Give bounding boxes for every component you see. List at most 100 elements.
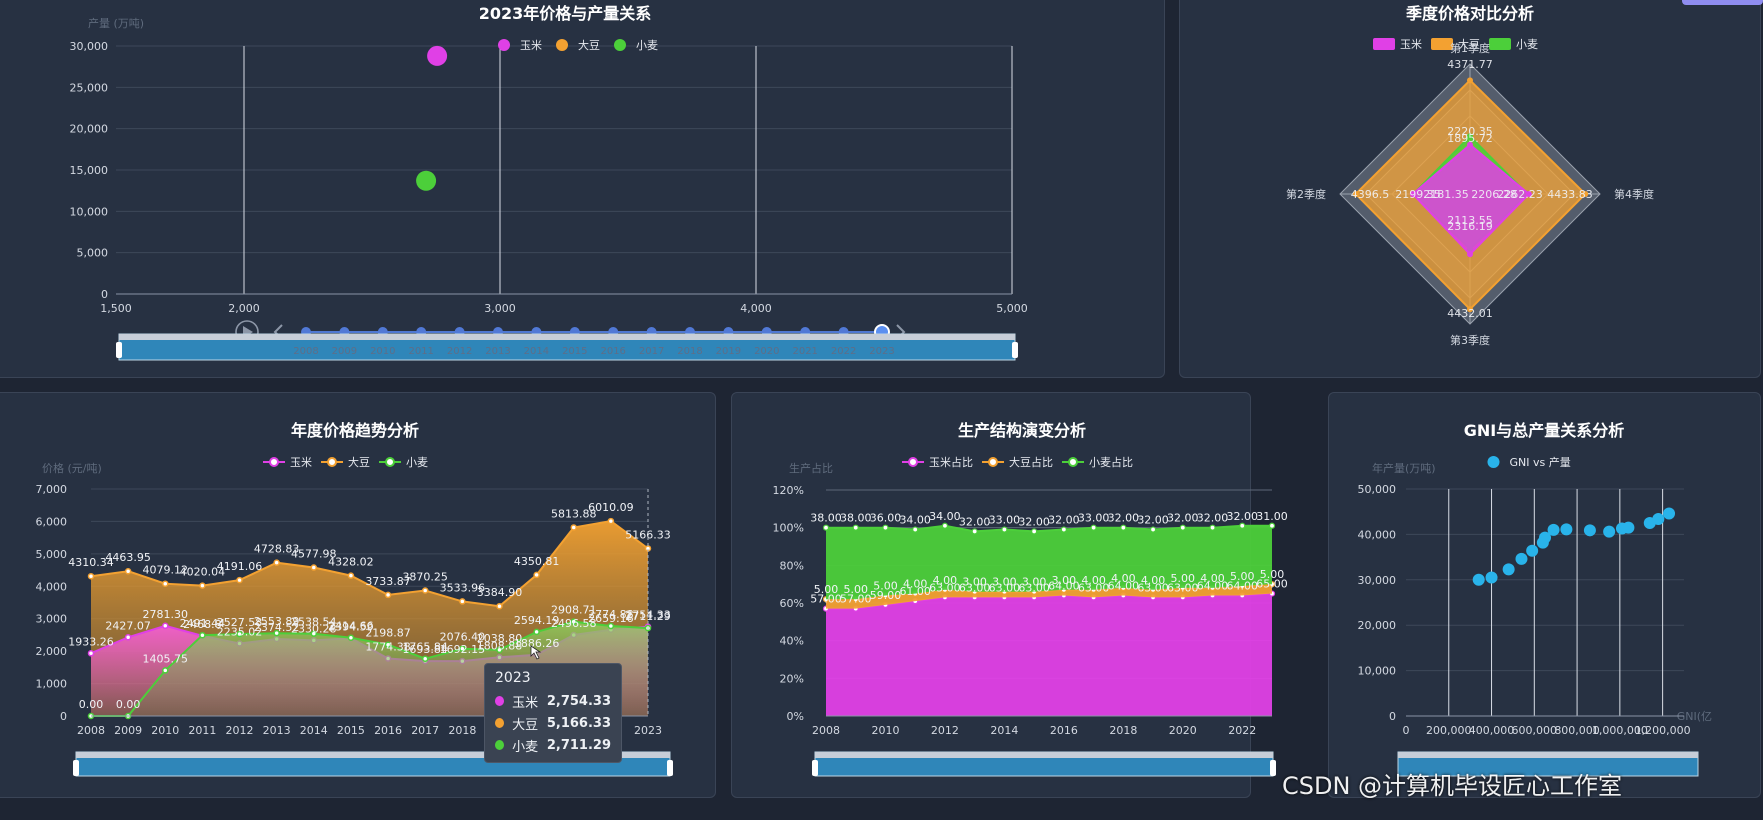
x-tick-label: 2008 [77, 724, 105, 737]
series-point [384, 591, 392, 599]
data-label-corn: 2781.30 [143, 608, 189, 621]
data-label-wheat: 2198.87 [365, 627, 411, 640]
x-tick-label: 2017 [411, 724, 439, 737]
data-label-wheat: 2076.40 [440, 631, 486, 644]
x-tick-label: 2015 [337, 724, 365, 737]
data-label-soy: 5166.33 [625, 528, 671, 541]
legend-label: 小麦占比 [1089, 455, 1133, 469]
data-label-soy: 4.00 [903, 578, 928, 591]
data-label-soy: 3870.25 [402, 570, 448, 583]
radar-point [1352, 191, 1359, 197]
tooltip-value: 2,711.29 [546, 737, 611, 753]
y-tick-label: 1,000 [36, 678, 68, 691]
data-label-soy: 4079.12 [143, 564, 189, 577]
data-label-soy: 4328.02 [328, 556, 374, 569]
legend-label: 大豆 [1458, 37, 1480, 51]
data-label-soy: 3.00 [962, 576, 987, 589]
x-tick-label: 800,000 [1554, 724, 1600, 737]
stack-point [1239, 522, 1246, 529]
series-point [384, 641, 392, 648]
radar-value-label: 2113.55 [1447, 214, 1493, 227]
radar-value-label: 4433.83 [1547, 188, 1593, 201]
data-label-corn: 1692.15 [440, 643, 486, 656]
legend-label: 玉米 [520, 39, 542, 52]
data-label-corn: 63.00 [1167, 581, 1199, 594]
data-label-wheat: 2553.89 [254, 615, 300, 628]
y-tick-label: 20% [780, 672, 804, 685]
legend-marker [327, 457, 337, 467]
trend-tooltip: 2023 玉米 2,754.33 大豆 5,166.33 小麦 2,711.29 [484, 663, 622, 763]
data-label-corn: 1693.84 [402, 643, 448, 656]
data-label-wheat: 32.00 [1137, 514, 1169, 527]
series-point [236, 576, 243, 584]
tooltip-dot [495, 740, 505, 750]
watermark: CSDN @计算机毕设匠心工作室 [1282, 766, 1622, 801]
data-label-wheat: 1765.84 [402, 641, 448, 654]
timeline-year-label-overlay: 2009 [332, 346, 357, 357]
series-point [273, 559, 280, 566]
legend-label: 小麦 [1516, 38, 1538, 51]
x-tick-label: 600,000 [1512, 724, 1558, 737]
legend-swatch [1431, 38, 1453, 50]
y-tick-label: 30,000 [70, 40, 109, 53]
y-tick-label: 0 [101, 288, 108, 301]
y-tick-label: 3,000 [36, 613, 68, 626]
series-point [607, 622, 615, 630]
data-label-wheat: 32.00 [1048, 514, 1080, 527]
data-label-soy: 4577.98 [291, 548, 337, 561]
radar-point [1467, 251, 1473, 258]
data-label-wheat: 34.00 [899, 514, 931, 527]
x-tick-label: 2016 [374, 724, 402, 737]
data-label-corn: 57.00 [840, 593, 872, 606]
legend-swatch [1373, 38, 1395, 50]
data-label-corn: 65.00 [1256, 578, 1288, 591]
x-tick-label: 1,500 [100, 302, 132, 315]
data-label-corn: 63.00 [1078, 581, 1110, 594]
radar-point [1467, 141, 1473, 148]
data-label-wheat: 2414.66 [328, 620, 374, 633]
stack-point [1120, 524, 1127, 531]
data-label-soy: 4728.83 [254, 543, 300, 556]
data-label-corn: 64.00 [1048, 579, 1080, 592]
datazoom-handle-right [1270, 760, 1276, 776]
timeline-year-label-overlay: 2019 [716, 346, 741, 357]
data-label-wheat: 32.00 [1197, 512, 1229, 525]
timeline-year-label-overlay: 2018 [677, 346, 702, 357]
data-label-corn: 2235.02 [217, 626, 263, 639]
x-axis-label: GNI(亿 [1677, 710, 1712, 723]
series-point [570, 524, 577, 531]
data-label-wheat: 2774.88 [588, 608, 634, 621]
legend-marker [556, 39, 568, 51]
x-tick-label: 5,000 [996, 302, 1028, 315]
datazoom-handle-left [812, 760, 818, 776]
scatter-point-corn [427, 45, 448, 66]
legend-label: 大豆占比 [1009, 455, 1053, 469]
data-label-corn: 2394.59 [328, 620, 374, 633]
tooltip-name: 小麦 [512, 739, 539, 755]
stack-point [912, 526, 919, 533]
top-right-button[interactable] [1682, 0, 1763, 5]
data-label-soy: 5.00 [1230, 570, 1255, 583]
data-label-corn: 2330.28 [291, 622, 337, 635]
legend-marker [1487, 456, 1500, 468]
data-label-soy: 3384.90 [477, 586, 523, 599]
data-label-corn: 1886.26 [514, 637, 560, 650]
stack-point [1001, 526, 1008, 533]
series-point [421, 655, 429, 662]
y-axis-label: 年产量(万吨) [1372, 461, 1436, 475]
timeline-year-label-overlay: 2013 [485, 346, 510, 357]
radar-value-label: 2206.28 [1471, 188, 1517, 201]
data-label-wheat: 2538.54 [291, 616, 337, 629]
legend-label: 小麦 [406, 456, 428, 469]
y-tick-label: 40% [780, 635, 804, 648]
timeline-year-label-overlay: 2021 [792, 346, 817, 357]
x-tick-label: 2013 [263, 724, 291, 737]
tooltip-name: 大豆 [512, 717, 539, 733]
legend-marker [1068, 457, 1078, 467]
data-label-wheat: 36.00 [870, 512, 902, 525]
y-tick-label: 20,000 [70, 123, 109, 136]
legend-marker [988, 457, 998, 467]
stack-point [1031, 528, 1038, 535]
data-label-wheat: 33.00 [989, 514, 1021, 527]
